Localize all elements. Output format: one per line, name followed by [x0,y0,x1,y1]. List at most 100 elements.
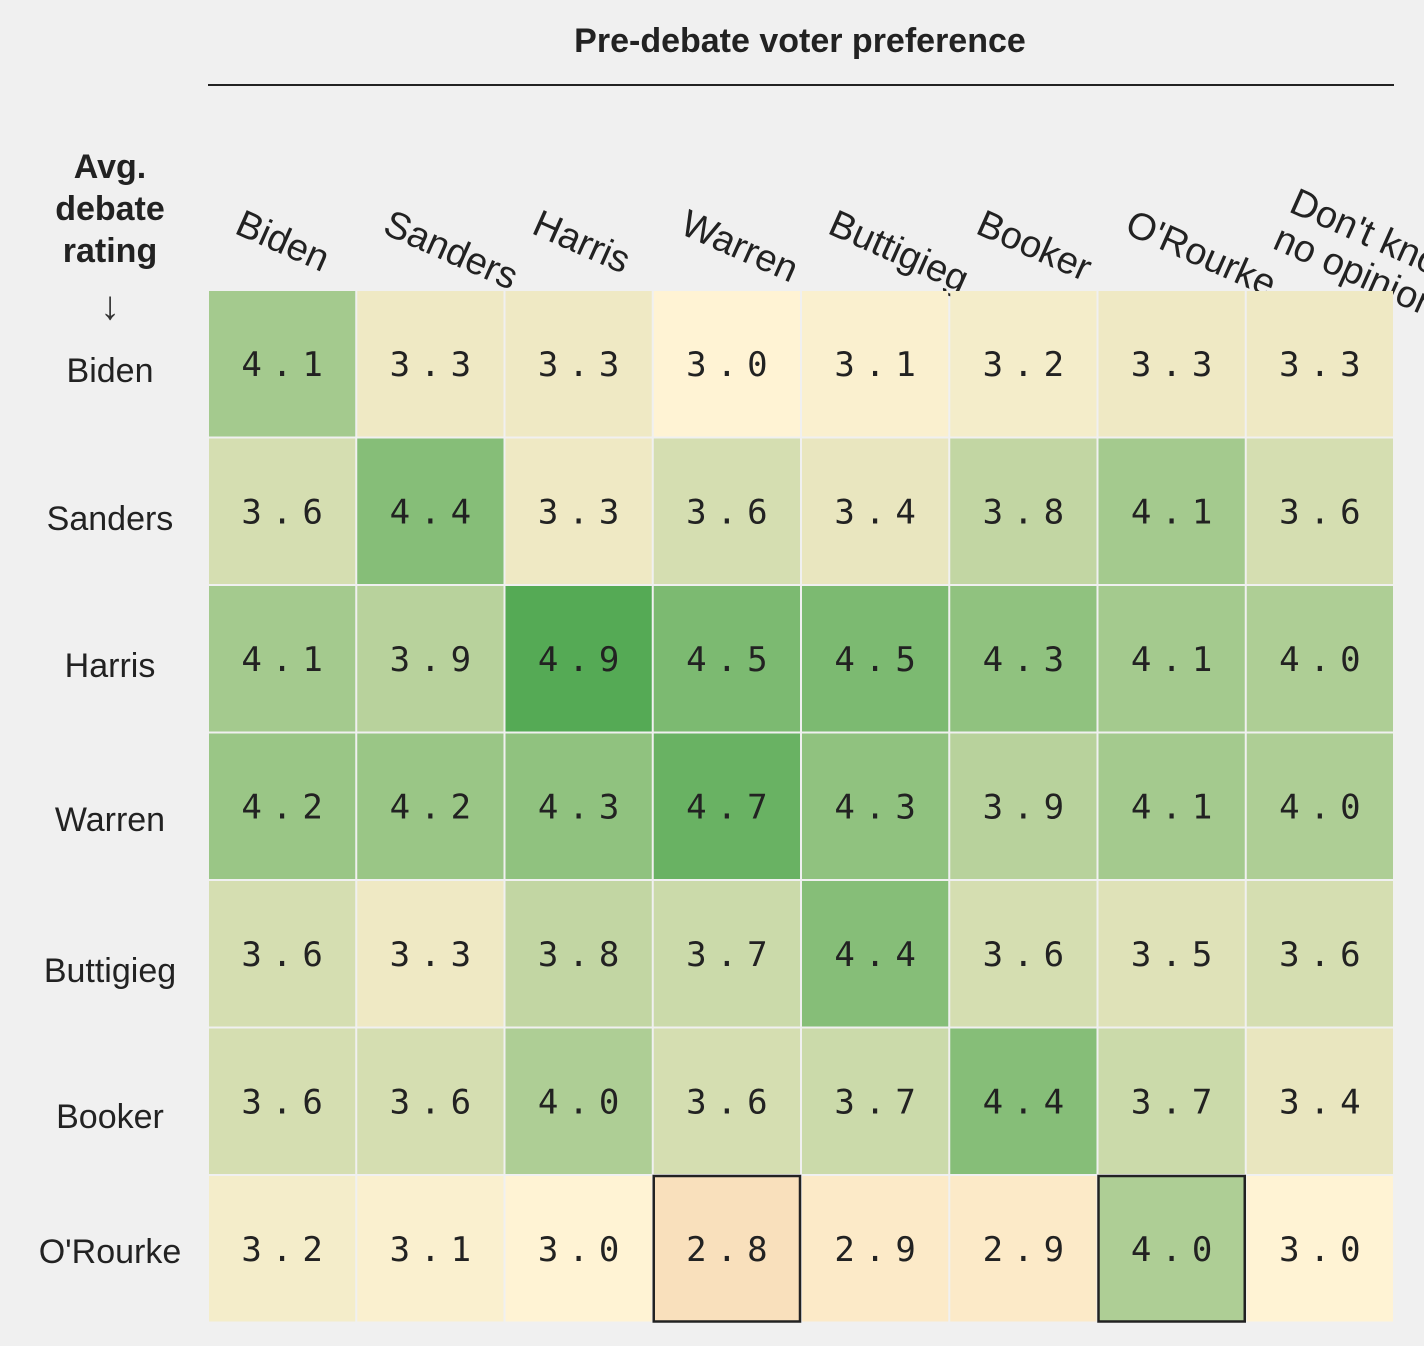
cell-value: 3.6 [241,1082,332,1122]
heatmap-cell [950,586,1097,732]
heatmap-cell [1098,881,1245,1027]
cell-value: 3.0 [686,345,777,385]
heatmap-cell [209,881,356,1027]
heatmap-cell [505,438,652,584]
heatmap-cell [505,1028,652,1174]
cell-value: 4.4 [390,492,481,532]
heatmap-cell [209,733,356,879]
heatmap-cell [802,1176,949,1322]
chart-title: Pre-debate voter preference [574,22,1026,60]
cell-value: 4.4 [983,1082,1074,1122]
heatmap-cell [1246,733,1393,879]
heatmap-cell [1098,1028,1245,1174]
cell-value: 3.1 [390,1230,481,1270]
cell-value: 3.1 [834,345,925,385]
cell-value: 4.0 [1131,1230,1222,1270]
cell-value: 2.9 [834,1230,925,1270]
cell-value: 3.4 [834,492,925,532]
cell-value: 4.3 [538,787,629,827]
cell-value: 4.0 [1279,787,1370,827]
heatmap-cell [802,881,949,1027]
cell-value: 3.7 [834,1082,925,1122]
heatmap-cell [209,438,356,584]
row-label: Sanders [46,499,174,538]
cell-value: 3.8 [983,492,1074,532]
heatmap-cell [209,291,356,437]
heatmap-cell [950,733,1097,879]
cell-value: 3.6 [1279,935,1370,975]
heatmap-cell [950,291,1097,437]
cell-value: 3.6 [686,1082,777,1122]
heatmap-cell [357,1176,504,1322]
heatmap-cell [802,586,949,732]
heatmap-cell [209,586,356,732]
heatmap-cell [653,1028,800,1174]
heatmap-cell [1246,1176,1393,1322]
heatmap-cell [802,291,949,437]
cell-value: 3.3 [538,345,629,385]
cell-value: 3.9 [390,640,481,680]
heatmap-cell [1097,1174,1246,1323]
heatmap-cell [653,438,800,584]
cell-value: 3.5 [1131,935,1222,975]
heatmap-cell [950,438,1097,584]
cell-value: 3.0 [1279,1230,1370,1270]
heatmap-cell [209,1028,356,1174]
cell-value: 3.7 [1131,1082,1222,1122]
cell-value: 3.6 [1279,492,1370,532]
cell-value: 3.6 [686,492,777,532]
cell-value: 4.1 [241,345,332,385]
cell-value: 4.2 [241,787,332,827]
cell-value: 3.6 [241,935,332,975]
cell-value: 3.9 [983,787,1074,827]
row-label: Harris [64,647,156,685]
heatmap-cell [209,1176,356,1322]
cell-value: 4.7 [686,787,777,827]
cell-value: 4.4 [834,935,925,975]
cell-value: 4.0 [1279,640,1370,680]
heatmap-cell [505,881,652,1027]
heatmap-cell [357,881,504,1027]
heatmap-cell [652,1174,802,1323]
cell-value: 3.7 [686,935,777,975]
heatmap-cell [1246,586,1393,732]
cell-value: 4.5 [834,640,925,680]
heatmap-cell [1246,1028,1393,1174]
heatmap-cell [505,733,652,879]
cell-value: 4.0 [538,1082,629,1122]
cell-value: 2.8 [686,1230,777,1270]
row-label: Booker [56,1097,164,1136]
cell-value: 3.3 [538,492,629,532]
cell-value: 4.1 [1131,787,1222,827]
row-label: O'Rourke [38,1233,182,1271]
cell-value: 3.2 [241,1230,332,1270]
heatmap-cell [653,291,800,437]
heatmap-cell [1246,291,1393,437]
cell-value: 4.2 [390,787,481,827]
cell-value: 3.6 [390,1082,481,1122]
heatmap-cell [653,733,800,879]
cell-value: 3.4 [1279,1082,1370,1122]
cell-value: 3.2 [983,345,1074,385]
heatmap-cell [653,586,800,732]
heatmap-cell [802,1028,949,1174]
heatmap-cell [1098,291,1245,437]
heatmap-cell [357,438,504,584]
cell-value: 3.3 [390,345,481,385]
heatmap-cell [1098,586,1245,732]
heatmap-cell [802,733,949,879]
cell-value: 4.3 [834,787,925,827]
heatmap-cell [950,1176,1097,1322]
row-label: Warren [54,800,166,839]
heatmap-cell [357,291,504,437]
heatmap-cell [505,1176,652,1322]
heatmap-cell [505,291,652,437]
row-label: Buttigieg [43,952,177,990]
cell-value: 3.3 [390,935,481,975]
down-arrow-icon: ↓ [100,284,120,328]
cell-value: 3.6 [983,935,1074,975]
heatmap-cell [357,1028,504,1174]
cell-value: 4.5 [686,640,777,680]
heatmap-cell [1098,733,1245,879]
cell-value: 3.3 [1131,345,1222,385]
